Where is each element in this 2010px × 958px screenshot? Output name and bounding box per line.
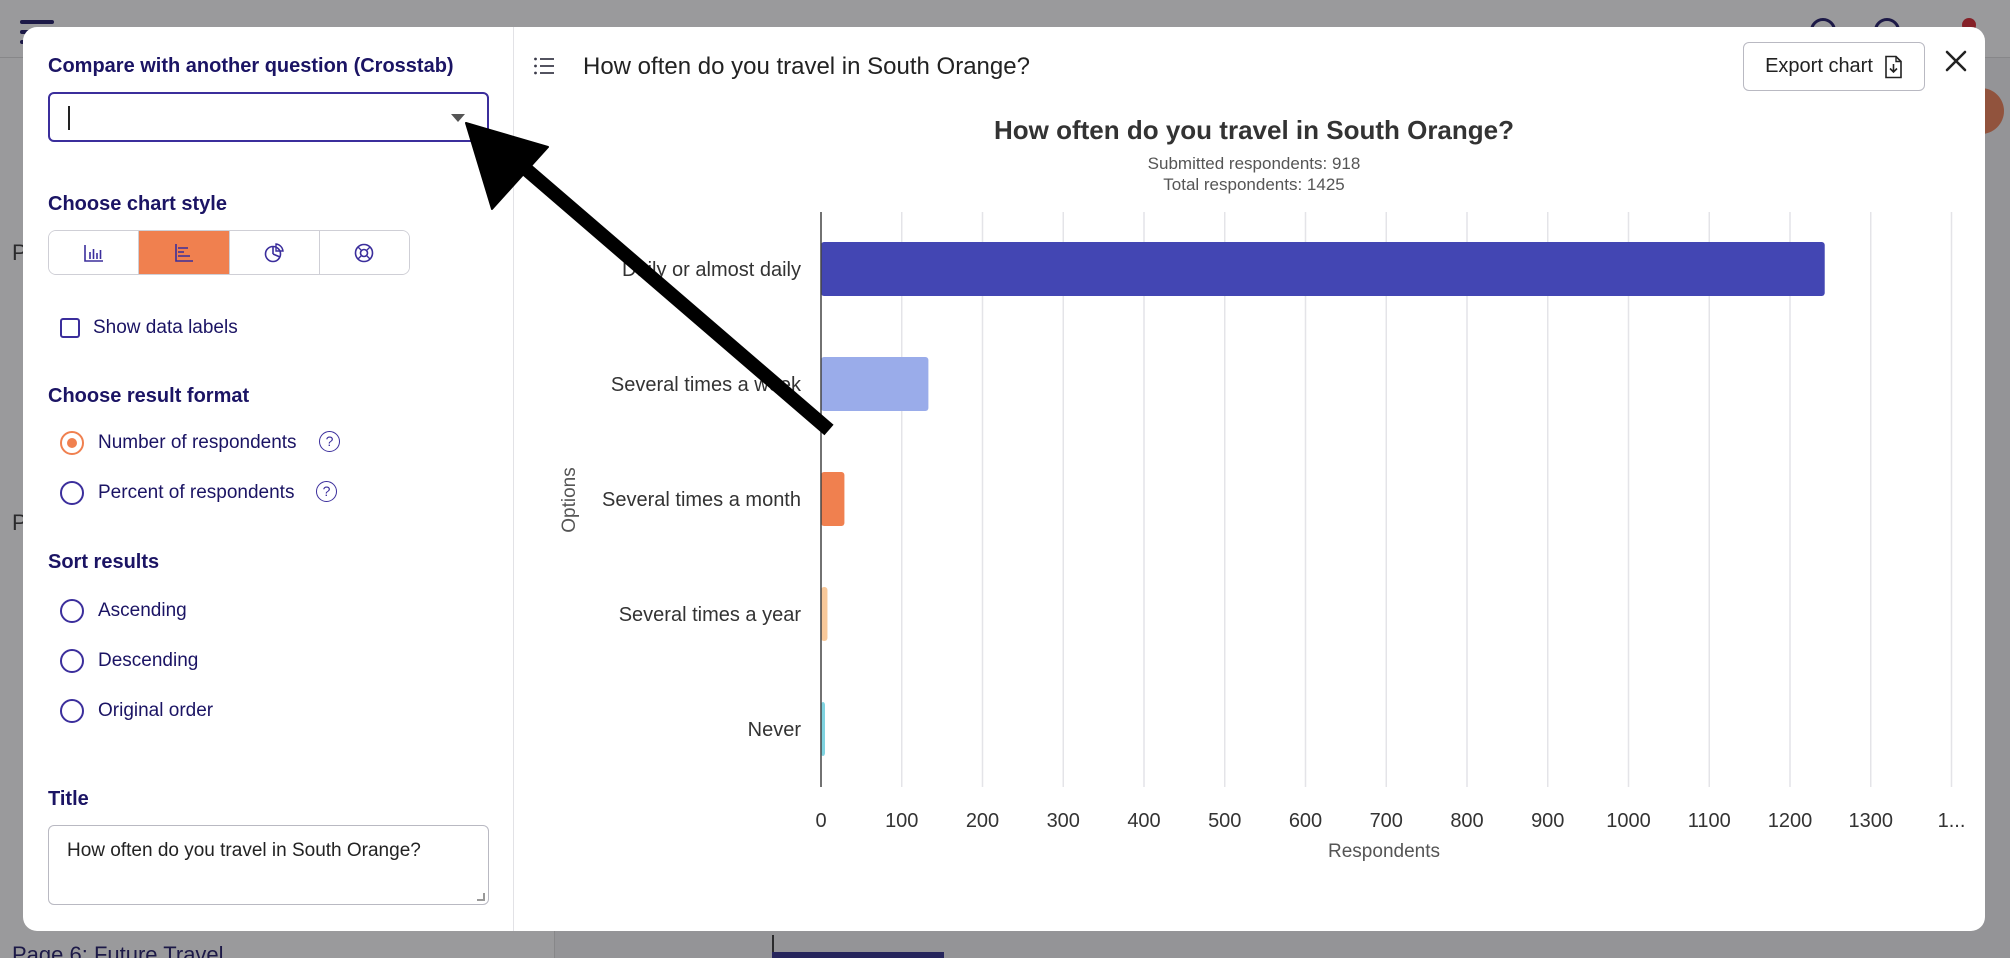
export-chart-label: Export chart: [1765, 55, 1873, 77]
title-label: Title: [48, 788, 89, 810]
x-tick-label: 600: [1289, 810, 1322, 832]
radio-label[interactable]: Descending: [98, 650, 199, 671]
category-label: Several times a year: [619, 604, 802, 626]
radio-percent-of-respondents[interactable]: [60, 481, 84, 505]
chart-title: How often do you travel in South Orange?: [993, 115, 1514, 145]
column-chart-icon: [83, 244, 103, 262]
x-tick-label: 1200: [1768, 810, 1813, 832]
crosstab-label: Compare with another question (Crosstab): [48, 55, 454, 77]
help-icon[interactable]: ?: [319, 431, 340, 452]
chart-title-textarea[interactable]: How often do you travel in South Orange?: [48, 825, 489, 905]
sort-results-label: Sort results: [48, 551, 160, 573]
background-chart-fragment: [772, 935, 1252, 958]
chart-style-toggle: [48, 230, 410, 275]
bar: [821, 702, 825, 756]
close-icon[interactable]: [1942, 47, 1970, 75]
x-tick-label: 1...: [1938, 810, 1966, 832]
x-tick-label: 0: [815, 810, 826, 832]
crosstab-select[interactable]: [48, 92, 489, 142]
radio-label[interactable]: Original order: [98, 700, 214, 721]
help-icon[interactable]: ?: [316, 481, 337, 502]
list-icon[interactable]: [533, 56, 555, 76]
donut-chart-icon: [355, 243, 374, 262]
export-chart-button[interactable]: Export chart: [1743, 42, 1925, 91]
category-label: Several times a month: [602, 489, 801, 511]
category-label: Several times a week: [611, 374, 802, 396]
chart-title-value: How often do you travel in South Orange?: [67, 840, 421, 861]
y-axis-title: Options: [559, 467, 580, 532]
chart-settings-panel: Compare with another question (Crosstab)…: [23, 27, 514, 931]
show-data-labels-label[interactable]: Show data labels: [93, 317, 238, 338]
show-data-labels-checkbox[interactable]: [60, 318, 80, 338]
background-chart-bar: [772, 952, 944, 958]
category-label: Never: [748, 719, 802, 741]
chevron-down-icon[interactable]: [451, 114, 465, 122]
bar-chart: 0 100 200 300 400 500 600 700 800 900 1000 1100 1200…: [559, 212, 1966, 862]
pie-chart-icon: [264, 242, 284, 262]
radio-label[interactable]: Percent of respondents: [98, 482, 295, 503]
x-tick-label: 700: [1370, 810, 1403, 832]
x-tick-label: 1000: [1606, 810, 1651, 832]
x-tick-label: 300: [1047, 810, 1080, 832]
modal-title: How often do you travel in South Orange?: [583, 53, 1030, 80]
chart-subtitle: Total respondents: 1425: [1163, 175, 1345, 194]
x-tick-label: 1100: [1688, 810, 1731, 832]
radio-ascending[interactable]: [60, 599, 84, 623]
chart-subtitle: Submitted respondents: 918: [1147, 154, 1361, 173]
x-axis-title: Respondents: [1328, 841, 1440, 862]
bar: [821, 587, 828, 641]
radio-original-order[interactable]: [60, 699, 84, 723]
category-label: Daily or almost daily: [622, 259, 801, 281]
radio-descending[interactable]: [60, 649, 84, 673]
bar: [821, 242, 1825, 296]
bar-chart-button[interactable]: [139, 231, 230, 274]
bar: [821, 357, 929, 411]
x-tick-label: 400: [1127, 810, 1160, 832]
file-download-icon: [1885, 55, 1902, 78]
text-cursor: [68, 106, 70, 130]
chart-modal: Compare with another question (Crosstab)…: [23, 27, 1985, 931]
chart-style-label: Choose chart style: [48, 193, 227, 215]
x-tick-label: 100: [885, 810, 918, 832]
x-tick-label: 800: [1450, 810, 1483, 832]
bar-chart-icon: [175, 243, 193, 262]
bar: [821, 472, 845, 526]
radio-number-of-respondents[interactable]: [60, 431, 84, 455]
radio-label[interactable]: Number of respondents: [98, 432, 297, 453]
pie-chart-button[interactable]: [229, 231, 320, 274]
x-tick-label: 900: [1531, 810, 1564, 832]
resize-handle-icon[interactable]: [477, 893, 485, 901]
result-format-label: Choose result format: [48, 385, 250, 407]
donut-chart-button[interactable]: [319, 231, 409, 274]
chevron-up-icon[interactable]: ︿: [512, 944, 532, 958]
x-tick-label: 200: [966, 810, 999, 832]
column-chart-button[interactable]: [49, 231, 140, 274]
sidebar-page-item[interactable]: Page 6: Future Travel: [12, 942, 224, 958]
radio-label[interactable]: Ascending: [98, 600, 187, 621]
x-tick-label: 1300: [1849, 810, 1894, 832]
x-tick-label: 500: [1208, 810, 1241, 832]
